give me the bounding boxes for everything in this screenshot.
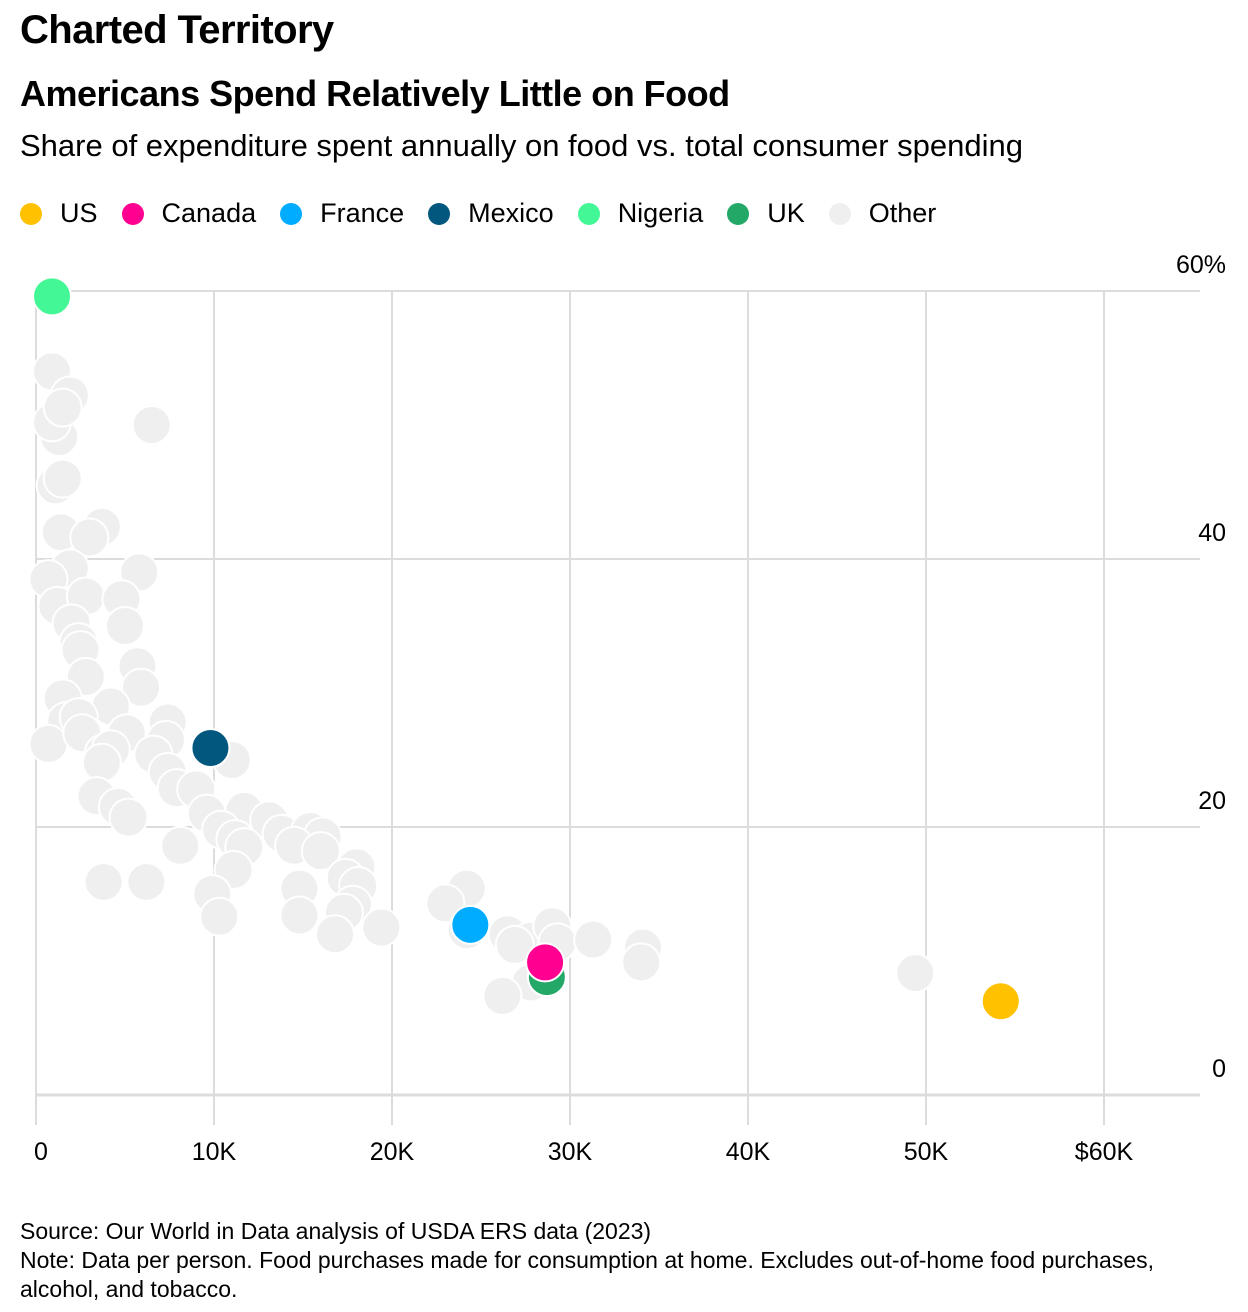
y-axis-labels: 0 20 40 60% — [1176, 251, 1226, 1083]
legend-item-other: Other — [828, 198, 937, 229]
legend-label: Nigeria — [617, 198, 704, 228]
data-point-other — [42, 458, 83, 499]
y-tick-label: 20 — [1198, 787, 1226, 815]
data-point-other — [482, 975, 523, 1016]
data-point-other — [108, 797, 149, 838]
chart-subtitle: Share of expenditure spent annually on f… — [20, 128, 1023, 163]
x-tick-label: 40K — [726, 1138, 771, 1166]
legend-swatch-icon — [828, 202, 851, 225]
data-point-other — [895, 953, 936, 994]
data-point-other — [361, 907, 402, 948]
legend-item-canada: Canada — [121, 198, 257, 229]
data-point-other — [300, 831, 341, 872]
highlighted-countries-points — [32, 276, 1021, 1022]
data-point-other — [315, 914, 356, 955]
data-point-other — [83, 861, 124, 902]
legend-label: Other — [868, 198, 937, 228]
legend-item-france: France — [280, 198, 404, 229]
x-tick-label: 0 — [34, 1138, 48, 1166]
x-tick-label: 20K — [370, 1138, 415, 1166]
data-point-other — [199, 896, 240, 937]
legend-label: France — [320, 198, 405, 228]
brand-title: Charted Territory — [20, 8, 334, 52]
legend-swatch-icon — [20, 202, 42, 225]
legend-label: Mexico — [468, 198, 554, 228]
gridlines — [35, 290, 1200, 1125]
legend-item-us: US — [20, 198, 98, 229]
x-tick-label: 30K — [548, 1138, 593, 1166]
x-tick-label: 50K — [904, 1138, 949, 1166]
data-point-canada — [525, 942, 566, 983]
data-point-other — [105, 606, 145, 646]
source-note: Source: Our World in Data analysis of US… — [20, 1218, 652, 1244]
x-axis-labels: 0 10K 20K 30K 40K 50K $60K — [34, 1138, 1134, 1166]
legend-label: Canada — [161, 198, 257, 228]
data-point-other — [573, 919, 614, 960]
y-tick-label: 0 — [1212, 1055, 1226, 1083]
data-point-other — [42, 387, 83, 428]
legend-swatch-icon — [280, 202, 303, 225]
x-tick-label: 10K — [192, 1138, 237, 1166]
legend-swatch-icon — [428, 202, 451, 225]
legend-swatch-icon — [121, 202, 144, 225]
legend-item-mexico: Mexico — [428, 198, 554, 229]
data-point-nigeria — [32, 276, 73, 317]
data-point-other — [69, 517, 110, 558]
data-point-other — [621, 942, 662, 983]
data-note: Note: Data per person. Food purchases ma… — [20, 1247, 1155, 1302]
data-point-us — [980, 981, 1021, 1022]
data-point-other — [126, 861, 167, 902]
y-tick-label: 40 — [1198, 519, 1226, 547]
data-point-france — [450, 904, 491, 945]
legend-item-nigeria: Nigeria — [577, 198, 704, 229]
data-point-other — [279, 895, 320, 936]
data-point-other — [121, 667, 162, 708]
chart-title: Americans Spend Relatively Little on Foo… — [20, 73, 730, 114]
y-tick-label: 60% — [1176, 251, 1226, 279]
data-point-other — [131, 405, 172, 445]
data-point-other — [160, 825, 201, 866]
data-point-other — [28, 723, 69, 764]
data-point-mexico — [190, 727, 231, 768]
legend-label: UK — [767, 198, 805, 228]
legend-swatch-icon — [727, 202, 750, 225]
footer: Source: Our World in Data analysis of US… — [20, 1217, 1220, 1304]
legend-label: US — [60, 198, 98, 228]
legend-item-uk: UK — [727, 198, 805, 229]
data-point-other — [81, 742, 122, 783]
legend: US Canada France Mexico Nigeria UK Other — [20, 198, 960, 229]
legend-swatch-icon — [577, 202, 600, 225]
data-point-other — [494, 924, 535, 965]
x-tick-label: $60K — [1075, 1138, 1134, 1166]
